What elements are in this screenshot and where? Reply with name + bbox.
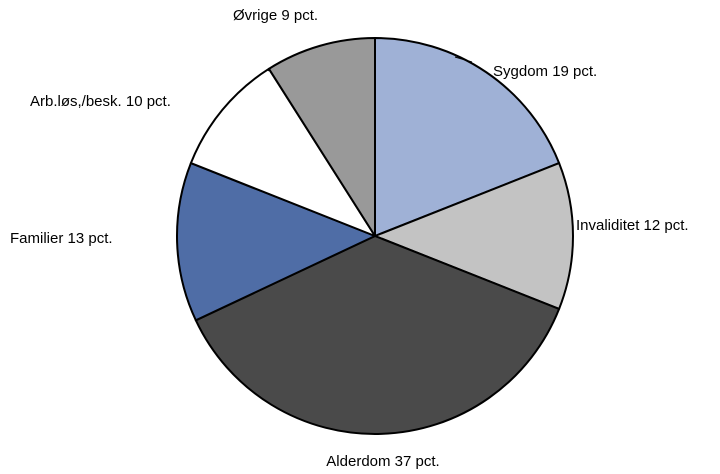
leader-line (454, 56, 473, 63)
leader-line (267, 66, 273, 72)
leader-lines (267, 56, 473, 72)
slices-layer (176, 37, 574, 435)
pie-slice-sygdom (374, 37, 561, 237)
slice-label: Sygdom 19 pct. (493, 63, 597, 80)
pie-slice-arb-løs-besk (189, 67, 376, 237)
pie-slice-alderdom (194, 235, 561, 435)
slice-label: Invaliditet 12 pct. (576, 217, 689, 234)
pie-slice-familier (176, 162, 376, 322)
slice-label: Familier 13 pct. (10, 230, 113, 247)
slice-label: Alderdom 37 pct. (326, 453, 439, 469)
slice-labels: Sygdom 19 pct. Invaliditet 12 pct. Alderdo… (10, 7, 689, 470)
pie-slice-øvrige (267, 37, 376, 237)
slice-label: Øvrige 9 pct. (233, 7, 318, 24)
slice-label: Arb.løs,/besk. 10 pct. (30, 93, 171, 110)
pie-slice-invaliditet (374, 162, 574, 310)
